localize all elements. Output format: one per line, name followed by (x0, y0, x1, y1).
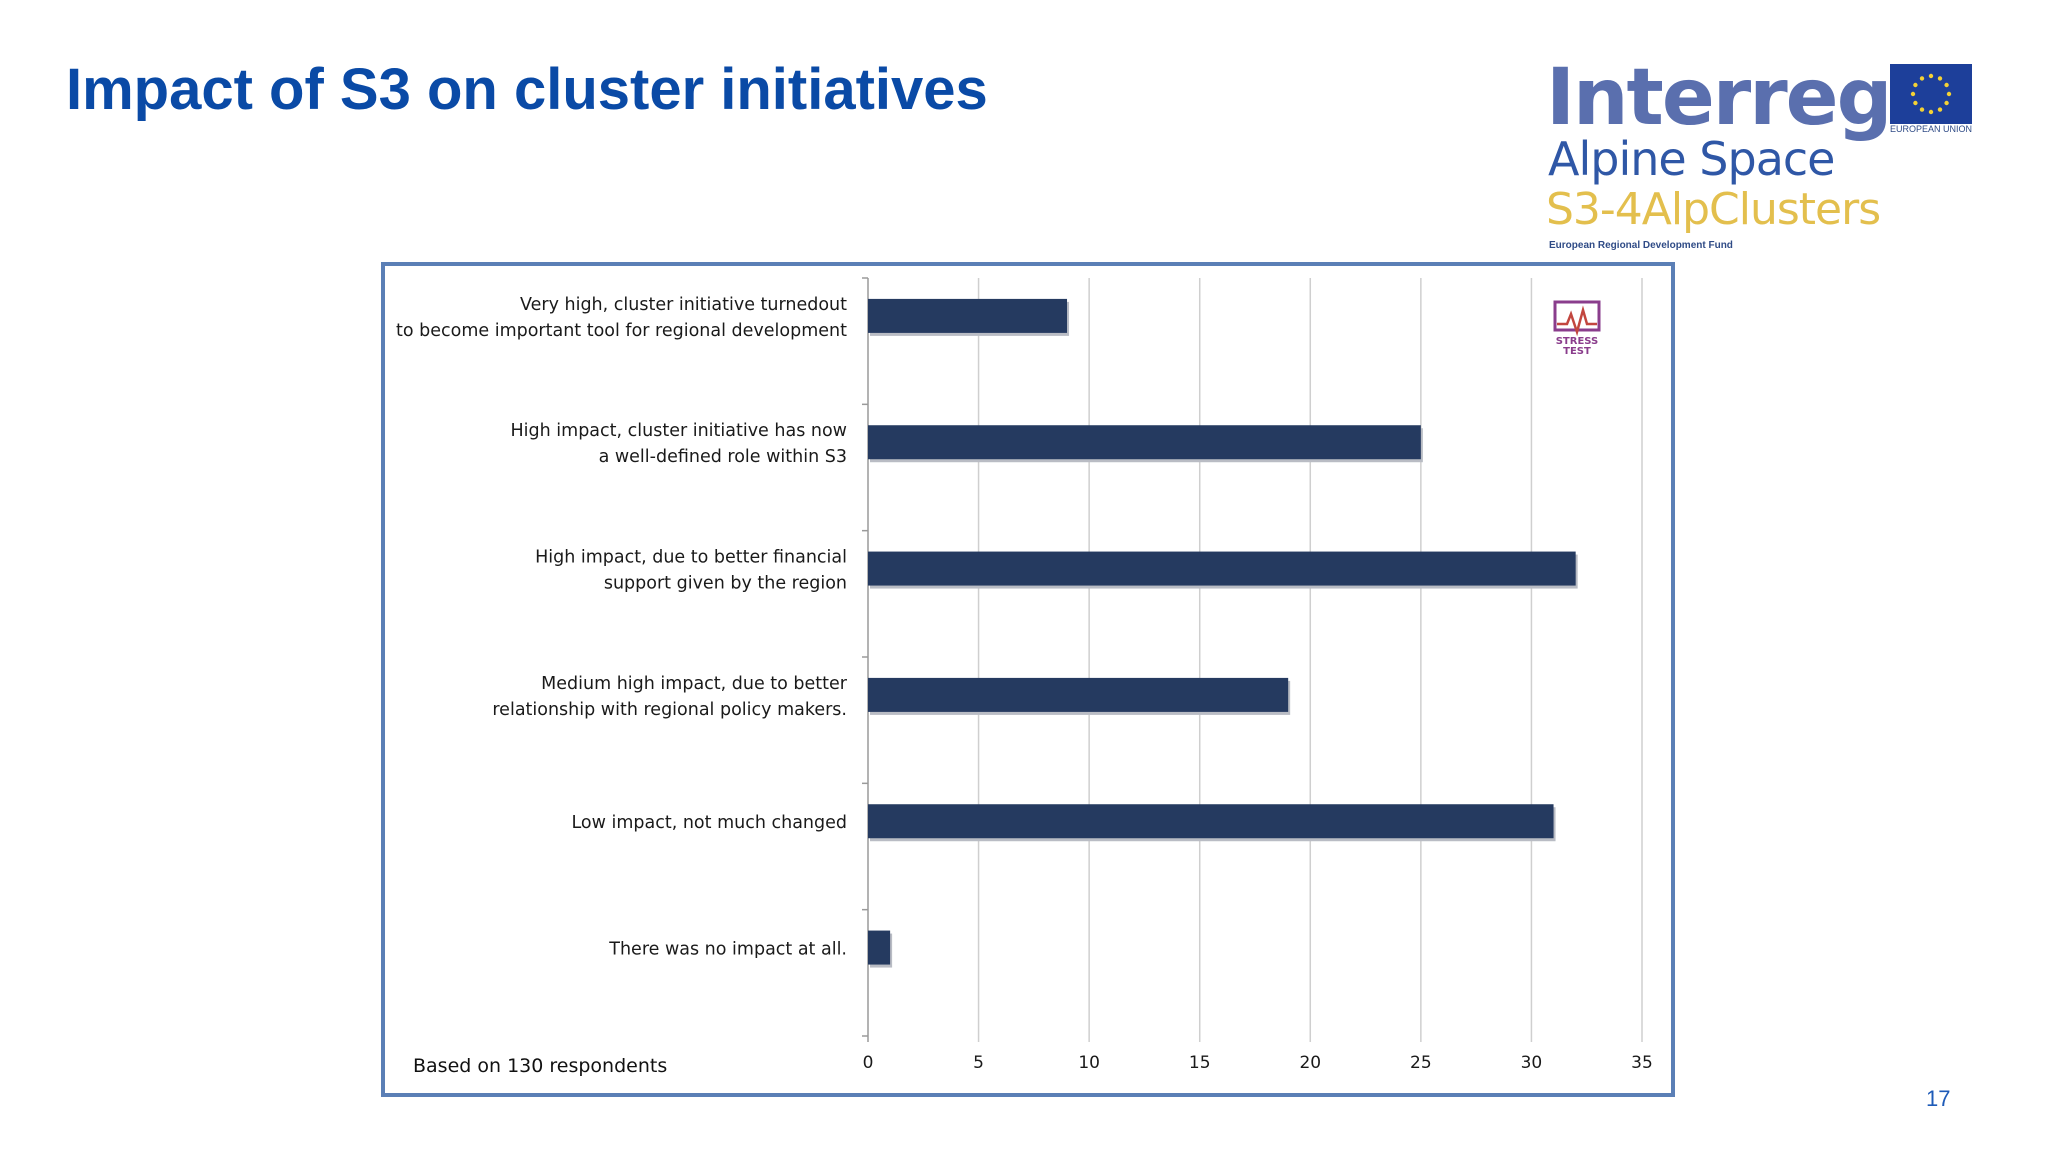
category-label: Very high, cluster initiative turnedout (520, 295, 847, 315)
eu-star (1944, 82, 1949, 88)
bar (868, 551, 1576, 586)
eu-star (1944, 100, 1949, 106)
category-label: support given by the region (604, 574, 847, 594)
x-tick-label: 30 (1521, 1053, 1543, 1073)
page-number: 17 (1926, 1086, 1951, 1111)
bar-chart: Very high, cluster initiative turnedout t… (396, 277, 1653, 1077)
logo-project-text: S3-4AlpClusters (1546, 184, 1881, 235)
eu-star (1928, 109, 1934, 115)
eu-star (1919, 76, 1925, 81)
logo-interreg-text: Interreg (1546, 53, 1892, 143)
bar (868, 677, 1289, 712)
interreg-logo: Interreg Alpine Space S3-4AlpClusters Eu… (1546, 58, 1986, 258)
eu-star (1913, 82, 1918, 88)
eu-star (1919, 107, 1925, 112)
x-tick-label: 10 (1078, 1053, 1100, 1073)
stress-test-label: STRESS (1556, 336, 1599, 347)
eu-star (1937, 107, 1943, 112)
x-tick-label: 5 (973, 1053, 984, 1073)
slide-title: Impact of S3 on cluster initiatives (66, 57, 988, 122)
bar (868, 804, 1554, 839)
x-tick-label: 20 (1299, 1053, 1321, 1073)
bar (868, 425, 1421, 460)
stress-test-icon: STRESS TEST (1553, 300, 1601, 357)
category-label: Low impact, not much changed (571, 813, 847, 833)
x-tick-label: 35 (1631, 1053, 1653, 1073)
eu-caption: EUROPEAN UNION (1890, 124, 1973, 134)
eu-star (1910, 91, 1916, 97)
category-label: High impact, cluster initiative has now (511, 421, 848, 441)
x-tick-label: 15 (1189, 1053, 1211, 1073)
eu-star (1913, 100, 1918, 106)
bar (868, 930, 891, 965)
eu-star (1928, 73, 1934, 79)
eu-flag-icon (1890, 64, 1972, 124)
chart-frame: Very high, cluster initiative turnedout t… (381, 262, 1675, 1097)
category-label: a well-defined role within S3 (599, 447, 847, 467)
chart-note: Based on 130 respondents (413, 1055, 667, 1077)
eu-star (1937, 76, 1943, 81)
category-label: to become important tool for regional de… (396, 321, 847, 341)
stress-test-label-2: TEST (1563, 346, 1591, 357)
category-label: Medium high impact, due to better (541, 674, 848, 694)
eu-star (1946, 91, 1952, 97)
x-tick-label: 25 (1410, 1053, 1432, 1073)
logo-fund-text: European Regional Development Fund (1549, 240, 1733, 251)
x-tick-label: 0 (863, 1053, 874, 1073)
category-label: relationship with regional policy makers… (492, 700, 847, 720)
bar (868, 298, 1068, 333)
logo-alpine-space-text: Alpine Space (1548, 132, 1835, 186)
category-label: High impact, due to better financial (535, 548, 847, 568)
category-label: There was no impact at all. (608, 940, 847, 960)
